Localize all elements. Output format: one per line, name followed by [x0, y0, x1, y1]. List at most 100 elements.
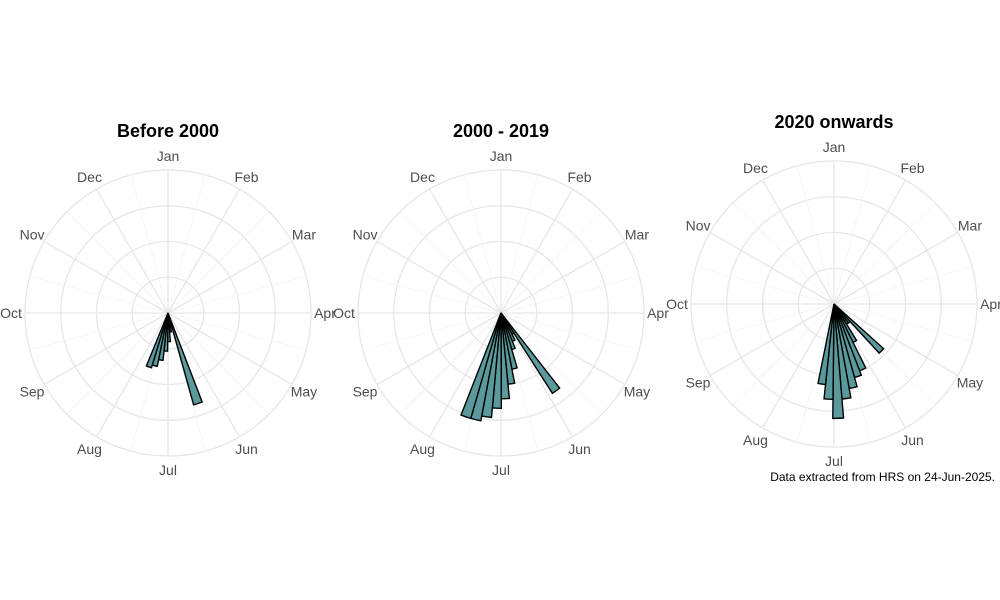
grid-spoke: [833, 231, 959, 305]
grid-spoke: [761, 303, 835, 429]
grid-spoke: [95, 188, 169, 314]
minor-spoke: [29, 275, 169, 314]
grid-spoke: [833, 303, 959, 377]
month-label: Feb: [234, 169, 258, 185]
month-label: Apr: [980, 296, 1000, 312]
month-label: Aug: [77, 441, 102, 457]
minor-spoke: [130, 174, 169, 314]
grid-spoke: [709, 231, 835, 305]
month-label: Aug: [743, 432, 768, 448]
month-label: Aug: [410, 441, 435, 457]
month-label: Jun: [568, 441, 591, 457]
minor-spoke: [500, 211, 603, 314]
grid-spoke: [95, 312, 169, 438]
minor-spoke: [500, 174, 539, 314]
minor-spoke: [167, 211, 270, 314]
grid-spoke: [167, 240, 293, 314]
month-label: Nov: [686, 218, 711, 234]
month-label: Oct: [0, 305, 22, 321]
month-label: Mar: [958, 218, 982, 234]
minor-spoke: [66, 312, 169, 415]
grid-spoke: [376, 240, 502, 314]
month-label: Dec: [743, 160, 768, 176]
minor-spoke: [167, 275, 307, 314]
minor-spoke: [167, 174, 206, 314]
month-label: Jan: [823, 139, 846, 155]
minor-spoke: [695, 303, 835, 342]
minor-spoke: [695, 266, 835, 305]
month-label: Nov: [20, 227, 45, 243]
minor-spoke: [399, 312, 502, 415]
grid-spoke: [167, 188, 241, 314]
month-label: May: [291, 384, 317, 400]
grid-spoke: [709, 303, 835, 377]
minor-spoke: [66, 211, 169, 314]
minor-spoke: [500, 312, 640, 351]
data-source-caption: Data extracted from HRS on 24-Jun-2025.: [770, 470, 995, 484]
month-label: Oct: [333, 305, 355, 321]
month-label: Feb: [900, 160, 924, 176]
grid-spoke: [167, 312, 241, 438]
grid-spoke: [428, 312, 502, 438]
month-label: Jun: [235, 441, 258, 457]
minor-spoke: [29, 312, 169, 351]
minor-spoke: [463, 174, 502, 314]
minor-spoke: [167, 312, 307, 351]
month-label: Feb: [567, 169, 591, 185]
panel-title: Before 2000: [116, 121, 220, 141]
minor-spoke: [833, 202, 936, 305]
grid-spoke: [500, 240, 626, 314]
minor-spoke: [833, 165, 872, 305]
minor-spoke: [732, 202, 835, 305]
minor-spoke: [796, 303, 835, 443]
grid-spoke: [167, 312, 293, 386]
minor-spoke: [833, 303, 973, 342]
bar-jun-11: [817, 303, 835, 386]
minor-spoke: [500, 275, 640, 314]
bar-jun-1: [833, 303, 885, 355]
month-label: Sep: [353, 384, 378, 400]
minor-spoke: [362, 312, 502, 351]
month-label: Nov: [353, 227, 378, 243]
month-label: Jul: [159, 462, 177, 478]
grid-spoke: [761, 179, 835, 305]
bar-jun-8: [145, 312, 169, 369]
minor-spoke: [362, 275, 502, 314]
grid-spoke: [500, 312, 626, 386]
grid-spoke: [500, 188, 574, 314]
month-label: Jun: [901, 432, 924, 448]
month-label: Mar: [292, 227, 316, 243]
month-label: May: [957, 375, 983, 391]
month-label: May: [624, 384, 650, 400]
month-label: Oct: [666, 296, 688, 312]
minor-spoke: [833, 266, 973, 305]
minor-spoke: [500, 312, 603, 415]
panel-title: 2000 - 2019: [452, 121, 550, 141]
bar-jun-9: [832, 303, 845, 420]
grid-spoke: [376, 312, 502, 386]
month-label: Apr: [647, 305, 669, 321]
grid-spoke: [43, 240, 169, 314]
month-label: Sep: [20, 384, 45, 400]
grid-spoke: [428, 188, 502, 314]
month-label: Dec: [410, 169, 435, 185]
month-label: Jul: [492, 462, 510, 478]
minor-spoke: [167, 312, 270, 415]
month-label: Dec: [77, 169, 102, 185]
month-label: Sep: [686, 375, 711, 391]
panel-title: 2020 onwards: [774, 112, 894, 132]
month-label: Apr: [314, 305, 336, 321]
month-label: Jul: [825, 453, 843, 469]
bar-jun-11: [460, 312, 502, 420]
month-label: Jan: [157, 148, 180, 164]
bar-jun-1: [167, 312, 204, 406]
minor-spoke: [732, 303, 835, 406]
grid-spoke: [43, 312, 169, 386]
bar-jun-1: [500, 312, 561, 395]
month-label: Mar: [625, 227, 649, 243]
grid-spoke: [833, 179, 907, 305]
month-label: Jan: [490, 148, 513, 164]
